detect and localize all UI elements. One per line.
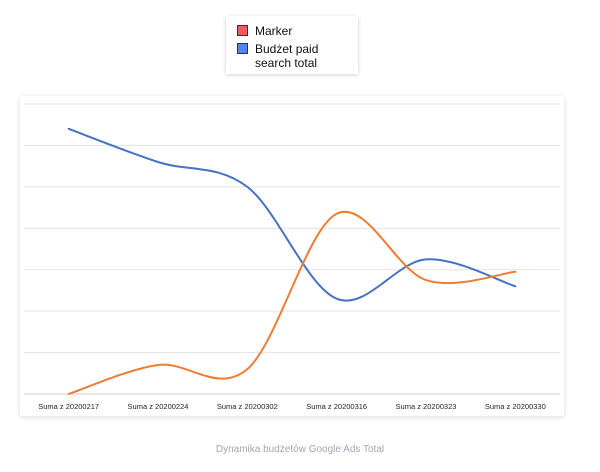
legend-item-marker: Marker (237, 24, 347, 38)
line-chart: Suma z 20200217 Suma z 20200224 Suma z 202… (24, 103, 560, 411)
legend-label-budget: Budżet paid search total (255, 42, 319, 70)
legend-swatch-marker (237, 25, 248, 36)
x-tick-label: Suma z 20200302 (217, 402, 278, 411)
chart-caption: Dynamika budżetów Google Ads Total (215, 444, 385, 455)
legend-swatch-budget (237, 43, 248, 54)
chart-card: Suma z 20200217 Suma z 20200224 Suma z 202… (20, 96, 564, 416)
chart-legend: Marker Budżet paid search total (226, 16, 358, 74)
x-tick-label: Suma z 20200224 (128, 402, 189, 411)
x-tick-label: Suma z 20200316 (306, 402, 367, 411)
legend-item-budget: Budżet paid search total (237, 42, 347, 70)
x-tick-label: Suma z 20200323 (396, 402, 457, 411)
series-line-marker (67, 210, 517, 395)
series-line-budget (67, 127, 517, 302)
x-tick-label: Suma z 20200217 (38, 402, 99, 411)
legend-label-marker: Marker (255, 24, 293, 38)
x-tick-label: Suma z 20200330 (485, 402, 546, 411)
